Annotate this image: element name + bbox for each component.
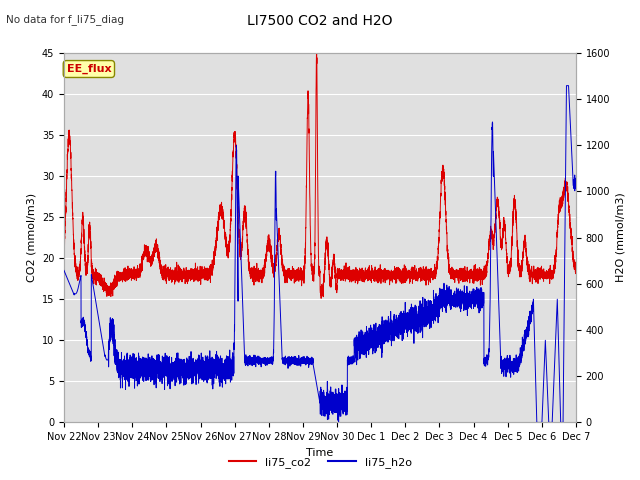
Text: EE_flux: EE_flux [67,64,111,74]
X-axis label: Time: Time [307,448,333,457]
Text: LI7500 CO2 and H2O: LI7500 CO2 and H2O [247,14,393,28]
Text: No data for f_li75_diag: No data for f_li75_diag [6,14,124,25]
Legend: li75_co2, li75_h2o: li75_co2, li75_h2o [224,452,416,472]
Y-axis label: H2O (mmol/m3): H2O (mmol/m3) [616,193,626,282]
Y-axis label: CO2 (mmol/m3): CO2 (mmol/m3) [26,193,36,282]
